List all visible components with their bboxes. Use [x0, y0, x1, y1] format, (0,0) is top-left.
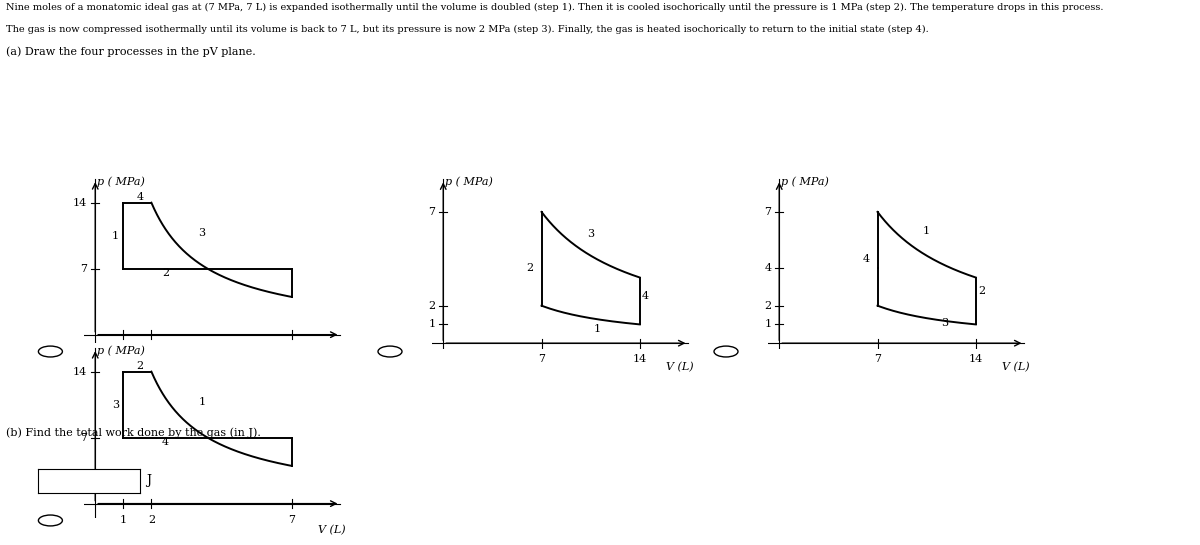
Text: V (L): V (L): [318, 525, 346, 536]
Text: 4: 4: [863, 254, 870, 264]
Text: (a) Draw the four processes in the pV plane.: (a) Draw the four processes in the pV pl…: [6, 46, 256, 57]
Text: V (L): V (L): [318, 356, 346, 367]
Text: 1: 1: [594, 324, 601, 334]
Text: 1: 1: [120, 346, 127, 355]
Text: The gas is now compressed isothermally until its volume is back to 7 L, but its : The gas is now compressed isothermally u…: [6, 25, 929, 34]
Text: 7: 7: [764, 207, 772, 217]
Text: 1: 1: [428, 319, 436, 329]
Text: 2: 2: [137, 361, 144, 371]
Text: 4: 4: [764, 263, 772, 273]
Text: 14: 14: [968, 354, 983, 364]
Text: 1: 1: [112, 231, 119, 241]
Text: 3: 3: [941, 318, 948, 328]
Text: 7: 7: [80, 433, 88, 443]
Text: 2: 2: [978, 286, 985, 296]
Text: 1: 1: [923, 226, 930, 235]
Text: J: J: [146, 474, 151, 487]
Text: 4: 4: [642, 291, 649, 301]
Text: 3: 3: [198, 228, 205, 238]
Text: p ( MPa): p ( MPa): [97, 345, 145, 355]
Text: 7: 7: [428, 207, 436, 217]
Text: 7: 7: [874, 354, 881, 364]
Text: (b) Find the total work done by the gas (in J).: (b) Find the total work done by the gas …: [6, 428, 260, 438]
Text: 2: 2: [148, 514, 155, 524]
Text: 3: 3: [587, 229, 594, 239]
Text: p ( MPa): p ( MPa): [445, 176, 493, 186]
Text: 4: 4: [137, 192, 144, 202]
Text: 1: 1: [120, 514, 127, 524]
Text: 1: 1: [764, 319, 772, 329]
Text: Nine moles of a monatomic ideal gas at (7 MPa, 7 L) is expanded isothermally unt: Nine moles of a monatomic ideal gas at (…: [6, 3, 1104, 12]
Text: 2: 2: [162, 268, 169, 278]
Text: 7: 7: [80, 264, 88, 274]
Text: V (L): V (L): [1002, 362, 1030, 373]
Text: 2: 2: [148, 346, 155, 355]
Text: 7: 7: [288, 346, 295, 355]
Text: p ( MPa): p ( MPa): [781, 176, 829, 186]
Text: 14: 14: [73, 198, 88, 208]
Text: V (L): V (L): [666, 362, 694, 373]
Text: 1: 1: [198, 397, 205, 407]
Text: 7: 7: [288, 514, 295, 524]
Text: 2: 2: [527, 263, 534, 273]
Text: 3: 3: [112, 399, 119, 410]
Text: 4: 4: [162, 437, 169, 447]
Text: 2: 2: [764, 301, 772, 311]
Text: 14: 14: [73, 367, 88, 377]
Text: p ( MPa): p ( MPa): [97, 176, 145, 186]
Text: 2: 2: [428, 301, 436, 311]
Text: 7: 7: [538, 354, 545, 364]
Text: 14: 14: [632, 354, 647, 364]
